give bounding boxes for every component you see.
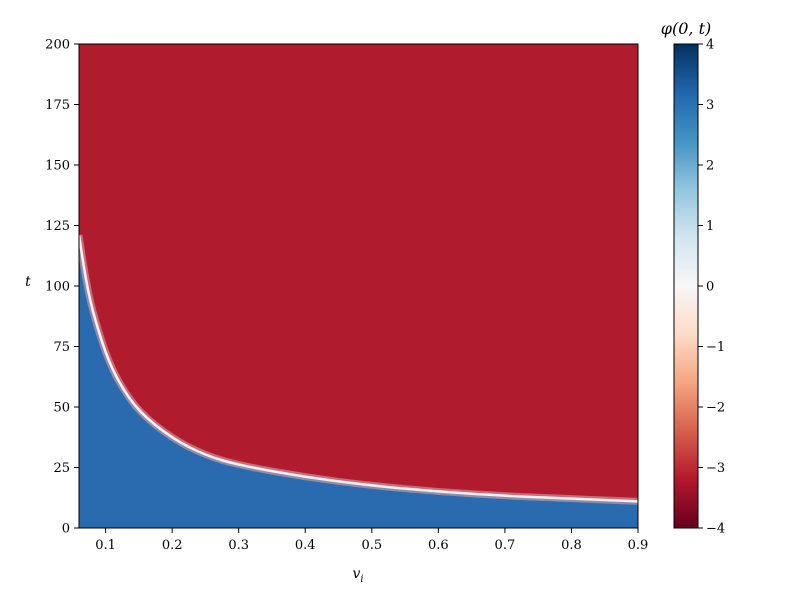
colorbar-tick-label: 3 [706,98,714,113]
x-tick-label: 0.9 [628,538,649,553]
colorbar-ticks: 4 3 2 1 0 −1 −2 −3 −4 [698,38,725,537]
y-tick-label: 25 [53,461,70,476]
x-tick-label: 0.7 [495,538,516,553]
y-tick-label: 0 [62,522,70,537]
y-tick-label: 125 [45,219,70,234]
colorbar-title: φ(0, t) [661,19,711,38]
colorbar-gradient [673,43,699,529]
y-tick-label: 100 [45,280,70,295]
x-tick-label: 0.2 [162,538,183,553]
y-tick-label: 200 [45,38,70,53]
colorbar-tick-label: 1 [706,219,714,234]
y-tick-label: 150 [45,159,70,174]
colorbar: 4 3 2 1 0 −1 −2 −3 −4 φ(0, t) [661,19,725,537]
x-axis-label: vi [352,566,363,585]
colorbar-tick-label: 0 [706,280,714,295]
x-tick-label: 0.5 [361,538,382,553]
y-tick-label: 75 [53,340,70,355]
x-tick-label: 0.4 [295,538,316,553]
plot-area [78,43,639,529]
heatmap-region-positive [79,235,638,528]
colorbar-tick-label: 4 [706,38,714,53]
colorbar-tick-label: −4 [706,522,725,537]
colorbar-tick-label: −2 [706,401,725,416]
colorbar-tick-label: −3 [706,461,725,476]
colorbar-tick-label: −1 [706,340,725,355]
x-tick-label: 0.3 [228,538,249,553]
y-tick-label: 175 [45,98,70,113]
x-tick-label: 0.1 [95,538,116,553]
x-tick-label: 0.8 [561,538,582,553]
x-axis: 0.1 0.2 0.3 0.4 0.5 0.6 0.7 0.8 0.9 [95,528,648,553]
transition-curve [79,234,638,503]
y-axis: 0 25 50 75 100 125 150 175 200 [45,38,79,537]
y-tick-label: 50 [53,401,70,416]
x-tick-label: 0.6 [428,538,449,553]
colorbar-tick-label: 2 [706,159,714,174]
y-axis-label: t [25,274,31,290]
